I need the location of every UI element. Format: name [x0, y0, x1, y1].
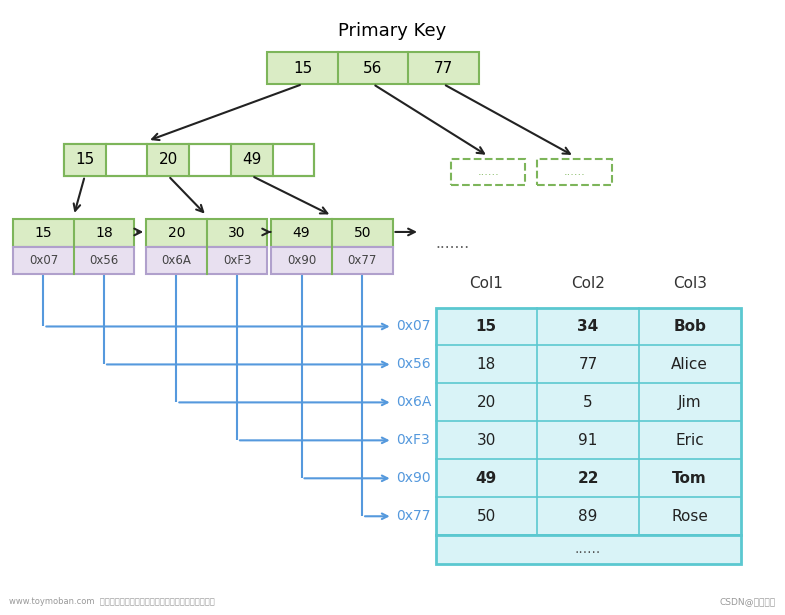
FancyBboxPatch shape [64, 144, 314, 176]
Text: 5: 5 [583, 395, 593, 410]
Text: Jim: Jim [678, 395, 702, 410]
Text: 49: 49 [293, 226, 310, 240]
Text: 15: 15 [476, 319, 497, 334]
FancyBboxPatch shape [268, 52, 479, 84]
FancyBboxPatch shape [451, 159, 525, 185]
Text: 0x77: 0x77 [348, 254, 377, 267]
Text: 15: 15 [75, 153, 94, 167]
Text: 0x07: 0x07 [29, 254, 58, 267]
Text: 56: 56 [363, 61, 382, 76]
FancyBboxPatch shape [13, 247, 134, 274]
Text: 18: 18 [95, 226, 113, 240]
Text: 18: 18 [476, 357, 496, 372]
FancyBboxPatch shape [146, 219, 268, 247]
FancyBboxPatch shape [231, 144, 272, 176]
Text: 77: 77 [434, 61, 453, 76]
Text: Col1: Col1 [469, 276, 503, 290]
Text: CSDN@闻道玄青: CSDN@闻道玄青 [720, 597, 776, 606]
FancyBboxPatch shape [436, 308, 740, 535]
FancyBboxPatch shape [13, 219, 134, 247]
Text: 0x56: 0x56 [396, 357, 431, 371]
Text: 50: 50 [476, 509, 496, 524]
Text: Rose: Rose [671, 509, 708, 524]
Text: 20: 20 [476, 395, 496, 410]
Text: Primary Key: Primary Key [338, 22, 447, 40]
FancyBboxPatch shape [436, 535, 740, 564]
Text: 20: 20 [168, 226, 185, 240]
Text: ......: ...... [564, 167, 586, 177]
Text: 0x77: 0x77 [396, 509, 431, 523]
FancyBboxPatch shape [537, 159, 612, 185]
Text: 0x56: 0x56 [89, 254, 119, 267]
FancyBboxPatch shape [148, 144, 189, 176]
Text: ......: ...... [477, 167, 499, 177]
FancyBboxPatch shape [272, 219, 392, 247]
Text: Col2: Col2 [571, 276, 605, 290]
Text: Eric: Eric [675, 433, 704, 448]
FancyBboxPatch shape [272, 247, 392, 274]
Text: Col3: Col3 [673, 276, 706, 290]
Text: 89: 89 [579, 509, 597, 524]
Text: 77: 77 [579, 357, 597, 372]
Text: Bob: Bob [674, 319, 706, 334]
Text: ......: ...... [575, 542, 601, 557]
Text: 22: 22 [577, 471, 599, 486]
Text: 30: 30 [228, 226, 246, 240]
Text: 0x6A: 0x6A [396, 395, 432, 410]
Text: .......: ....... [436, 236, 469, 251]
Text: 50: 50 [353, 226, 371, 240]
Text: Alice: Alice [671, 357, 708, 372]
Text: 91: 91 [579, 433, 597, 448]
Text: 0xF3: 0xF3 [223, 254, 251, 267]
Text: Tom: Tom [673, 471, 707, 486]
FancyBboxPatch shape [64, 144, 106, 176]
Text: 0x07: 0x07 [396, 319, 431, 333]
Text: 20: 20 [159, 153, 178, 167]
FancyBboxPatch shape [146, 247, 268, 274]
Text: 0x90: 0x90 [396, 471, 431, 485]
Text: 15: 15 [293, 61, 312, 76]
Text: 0xF3: 0xF3 [396, 434, 430, 447]
Text: 0x6A: 0x6A [162, 254, 192, 267]
Text: 0x90: 0x90 [287, 254, 316, 267]
Text: 49: 49 [476, 471, 497, 486]
Text: 15: 15 [35, 226, 53, 240]
Text: www.toymoban.com  网络图片仅供展示，非存储，如有侵权请联系删除。: www.toymoban.com 网络图片仅供展示，非存储，如有侵权请联系删除。 [9, 597, 215, 606]
Text: 34: 34 [578, 319, 599, 334]
Text: 49: 49 [242, 153, 261, 167]
Text: 30: 30 [476, 433, 496, 448]
